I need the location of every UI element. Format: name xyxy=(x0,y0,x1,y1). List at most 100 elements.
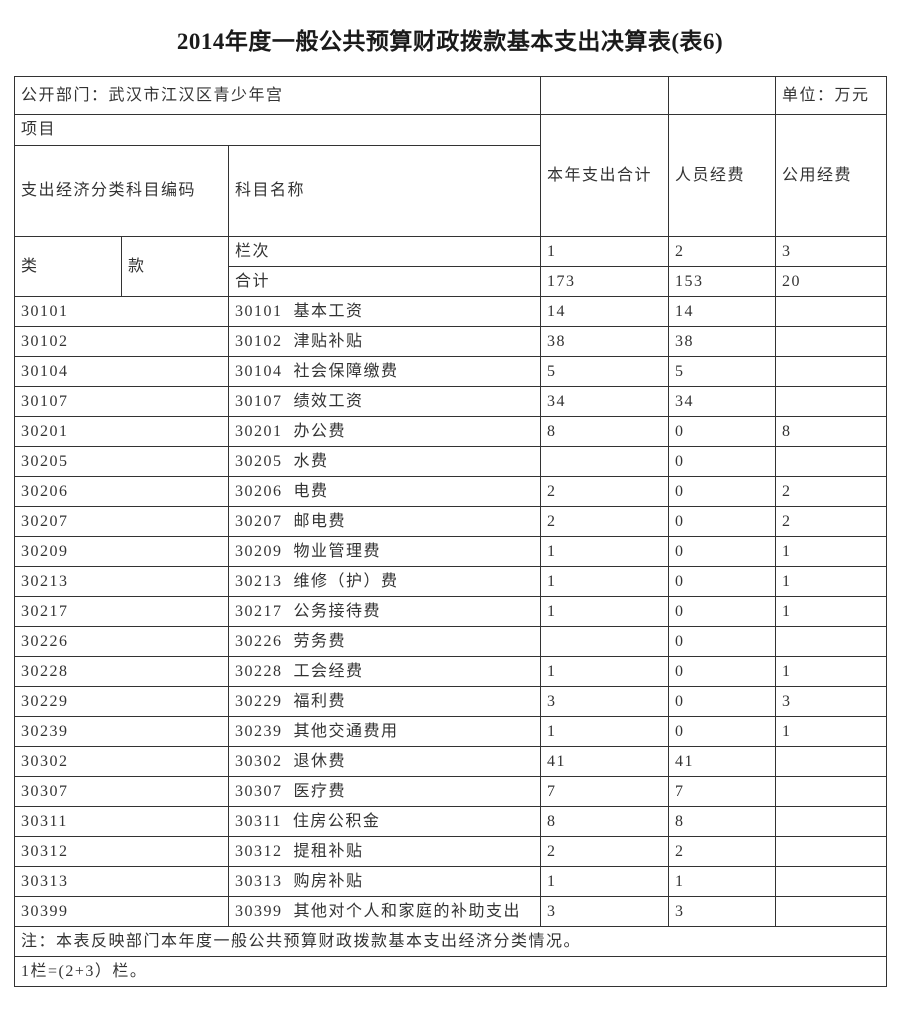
department-label: 公开部门：武汉市江汉区青少年宫 xyxy=(13,76,542,115)
expense-code: 30311 xyxy=(14,806,229,837)
public-value: 2 xyxy=(775,506,888,537)
subject-name: 30302 退休费 xyxy=(227,746,542,777)
subject-name: 30102 津贴补贴 xyxy=(227,326,542,357)
table-row: 30207 30207 邮电费 2 0 2 xyxy=(14,506,888,537)
rank-label: 栏次 xyxy=(227,236,542,267)
personnel-value: 0 xyxy=(668,596,777,627)
personnel-value: 0 xyxy=(668,506,777,537)
expense-code: 30239 xyxy=(14,716,229,747)
empty-cell xyxy=(668,76,777,115)
table-row-header: 支出经济分类科目编码 科目名称 xyxy=(14,145,887,237)
public-value: 1 xyxy=(775,566,888,597)
table-row: 30206 30206 电费 2 0 2 xyxy=(14,476,888,507)
sum-total: 173 xyxy=(540,266,670,297)
table-row: 30101 30101 基本工资 14 14 xyxy=(14,296,888,327)
footnote-2: 1栏=(2+3）栏。 xyxy=(13,956,888,987)
personnel-value: 0 xyxy=(668,656,777,687)
subject-name: 30101 基本工资 xyxy=(227,296,542,327)
subject-name: 30311 住房公积金 xyxy=(227,806,542,837)
expense-code: 30307 xyxy=(14,776,229,807)
subject-name: 30226 劳务费 xyxy=(227,626,542,657)
public-value xyxy=(775,776,888,807)
personnel-value: 0 xyxy=(668,416,777,447)
column-header-public: 公用经费 xyxy=(775,114,888,237)
table-row: 30217 30217 公务接待费 1 0 1 xyxy=(14,596,888,627)
table-row: 30311 30311 住房公积金 8 8 xyxy=(14,806,888,837)
personnel-value: 14 xyxy=(668,296,777,327)
total-value: 14 xyxy=(540,296,670,327)
expense-code: 30101 xyxy=(14,296,229,327)
expense-code: 30207 xyxy=(14,506,229,537)
table-row: 30107 30107 绩效工资 34 34 xyxy=(14,386,888,417)
expense-code: 30107 xyxy=(14,386,229,417)
public-value: 1 xyxy=(775,656,888,687)
public-value: 1 xyxy=(775,596,888,627)
subject-name: 30217 公务接待费 xyxy=(227,596,542,627)
personnel-value: 41 xyxy=(668,746,777,777)
personnel-value: 8 xyxy=(668,806,777,837)
personnel-value: 0 xyxy=(668,626,777,657)
class-header: 类 xyxy=(14,236,122,297)
table-row: 30226 30226 劳务费 0 xyxy=(14,626,888,657)
rank-public: 3 xyxy=(775,236,888,267)
expense-code: 30205 xyxy=(14,446,229,477)
public-value xyxy=(775,386,888,417)
subject-name: 30205 水费 xyxy=(227,446,542,477)
total-value: 41 xyxy=(540,746,670,777)
expense-code: 30226 xyxy=(14,626,229,657)
expense-code: 30312 xyxy=(14,836,229,867)
page-title: 2014年度一般公共预算财政拨款基本支出决算表(表6) xyxy=(176,29,724,54)
expense-code: 30209 xyxy=(14,536,229,567)
expense-code: 30313 xyxy=(14,866,229,897)
public-value: 2 xyxy=(775,476,888,507)
expenditure-table: 公开部门：武汉市江汉区青少年宫 单位：万元 项目 本年支出合计 人员经费 公用经… xyxy=(13,76,888,987)
public-value: 1 xyxy=(775,716,888,747)
total-value: 2 xyxy=(540,476,670,507)
total-value xyxy=(540,626,670,657)
public-value xyxy=(775,356,888,387)
table-row: 30201 30201 办公费 8 0 8 xyxy=(14,416,888,447)
table-row: 30228 30228 工会经费 1 0 1 xyxy=(14,656,888,687)
public-value: 8 xyxy=(775,416,888,447)
total-value: 5 xyxy=(540,356,670,387)
expense-code: 30206 xyxy=(14,476,229,507)
subject-name: 30207 邮电费 xyxy=(227,506,542,537)
subject-name: 30307 医疗费 xyxy=(227,776,542,807)
public-value: 1 xyxy=(775,536,888,567)
expense-code: 30228 xyxy=(14,656,229,687)
column-header-code: 支出经济分类科目编码 xyxy=(14,145,229,237)
unit-label: 单位：万元 xyxy=(775,76,888,115)
personnel-value: 5 xyxy=(668,356,777,387)
public-value xyxy=(775,866,888,897)
expense-code: 30217 xyxy=(14,596,229,627)
personnel-value: 0 xyxy=(668,476,777,507)
table-row: 30102 30102 津贴补贴 38 38 xyxy=(14,326,888,357)
item-header: 款 xyxy=(121,236,229,297)
subject-name: 30107 绩效工资 xyxy=(227,386,542,417)
sum-personnel: 153 xyxy=(668,266,777,297)
table-row: 30312 30312 提租补贴 2 2 xyxy=(14,836,888,867)
total-value: 2 xyxy=(540,506,670,537)
personnel-value: 7 xyxy=(668,776,777,807)
footnote-1: 注：本表反映部门本年度一般公共预算财政拨款基本支出经济分类情况。 xyxy=(13,926,888,957)
subject-name: 30399 其他对个人和家庭的补助支出 xyxy=(227,896,542,927)
subject-name: 30209 物业管理费 xyxy=(227,536,542,567)
personnel-value: 0 xyxy=(668,716,777,747)
public-value: 3 xyxy=(775,686,888,717)
public-value xyxy=(775,296,888,327)
sum-public: 20 xyxy=(775,266,888,297)
public-value xyxy=(775,746,888,777)
sum-label: 合计 xyxy=(227,266,542,297)
public-value xyxy=(775,446,888,477)
subject-name: 30229 福利费 xyxy=(227,686,542,717)
table-row-meta: 公开部门：武汉市江汉区青少年宫 单位：万元 xyxy=(13,76,888,115)
expense-code: 30104 xyxy=(14,356,229,387)
subject-name: 30213 维修（护）费 xyxy=(227,566,542,597)
personnel-value: 3 xyxy=(668,896,777,927)
rank-personnel: 2 xyxy=(668,236,777,267)
public-value xyxy=(775,326,888,357)
table-row: 30209 30209 物业管理费 1 0 1 xyxy=(14,536,888,567)
total-value: 7 xyxy=(540,776,670,807)
column-header-total: 本年支出合计 xyxy=(540,114,670,237)
expense-code: 30302 xyxy=(14,746,229,777)
